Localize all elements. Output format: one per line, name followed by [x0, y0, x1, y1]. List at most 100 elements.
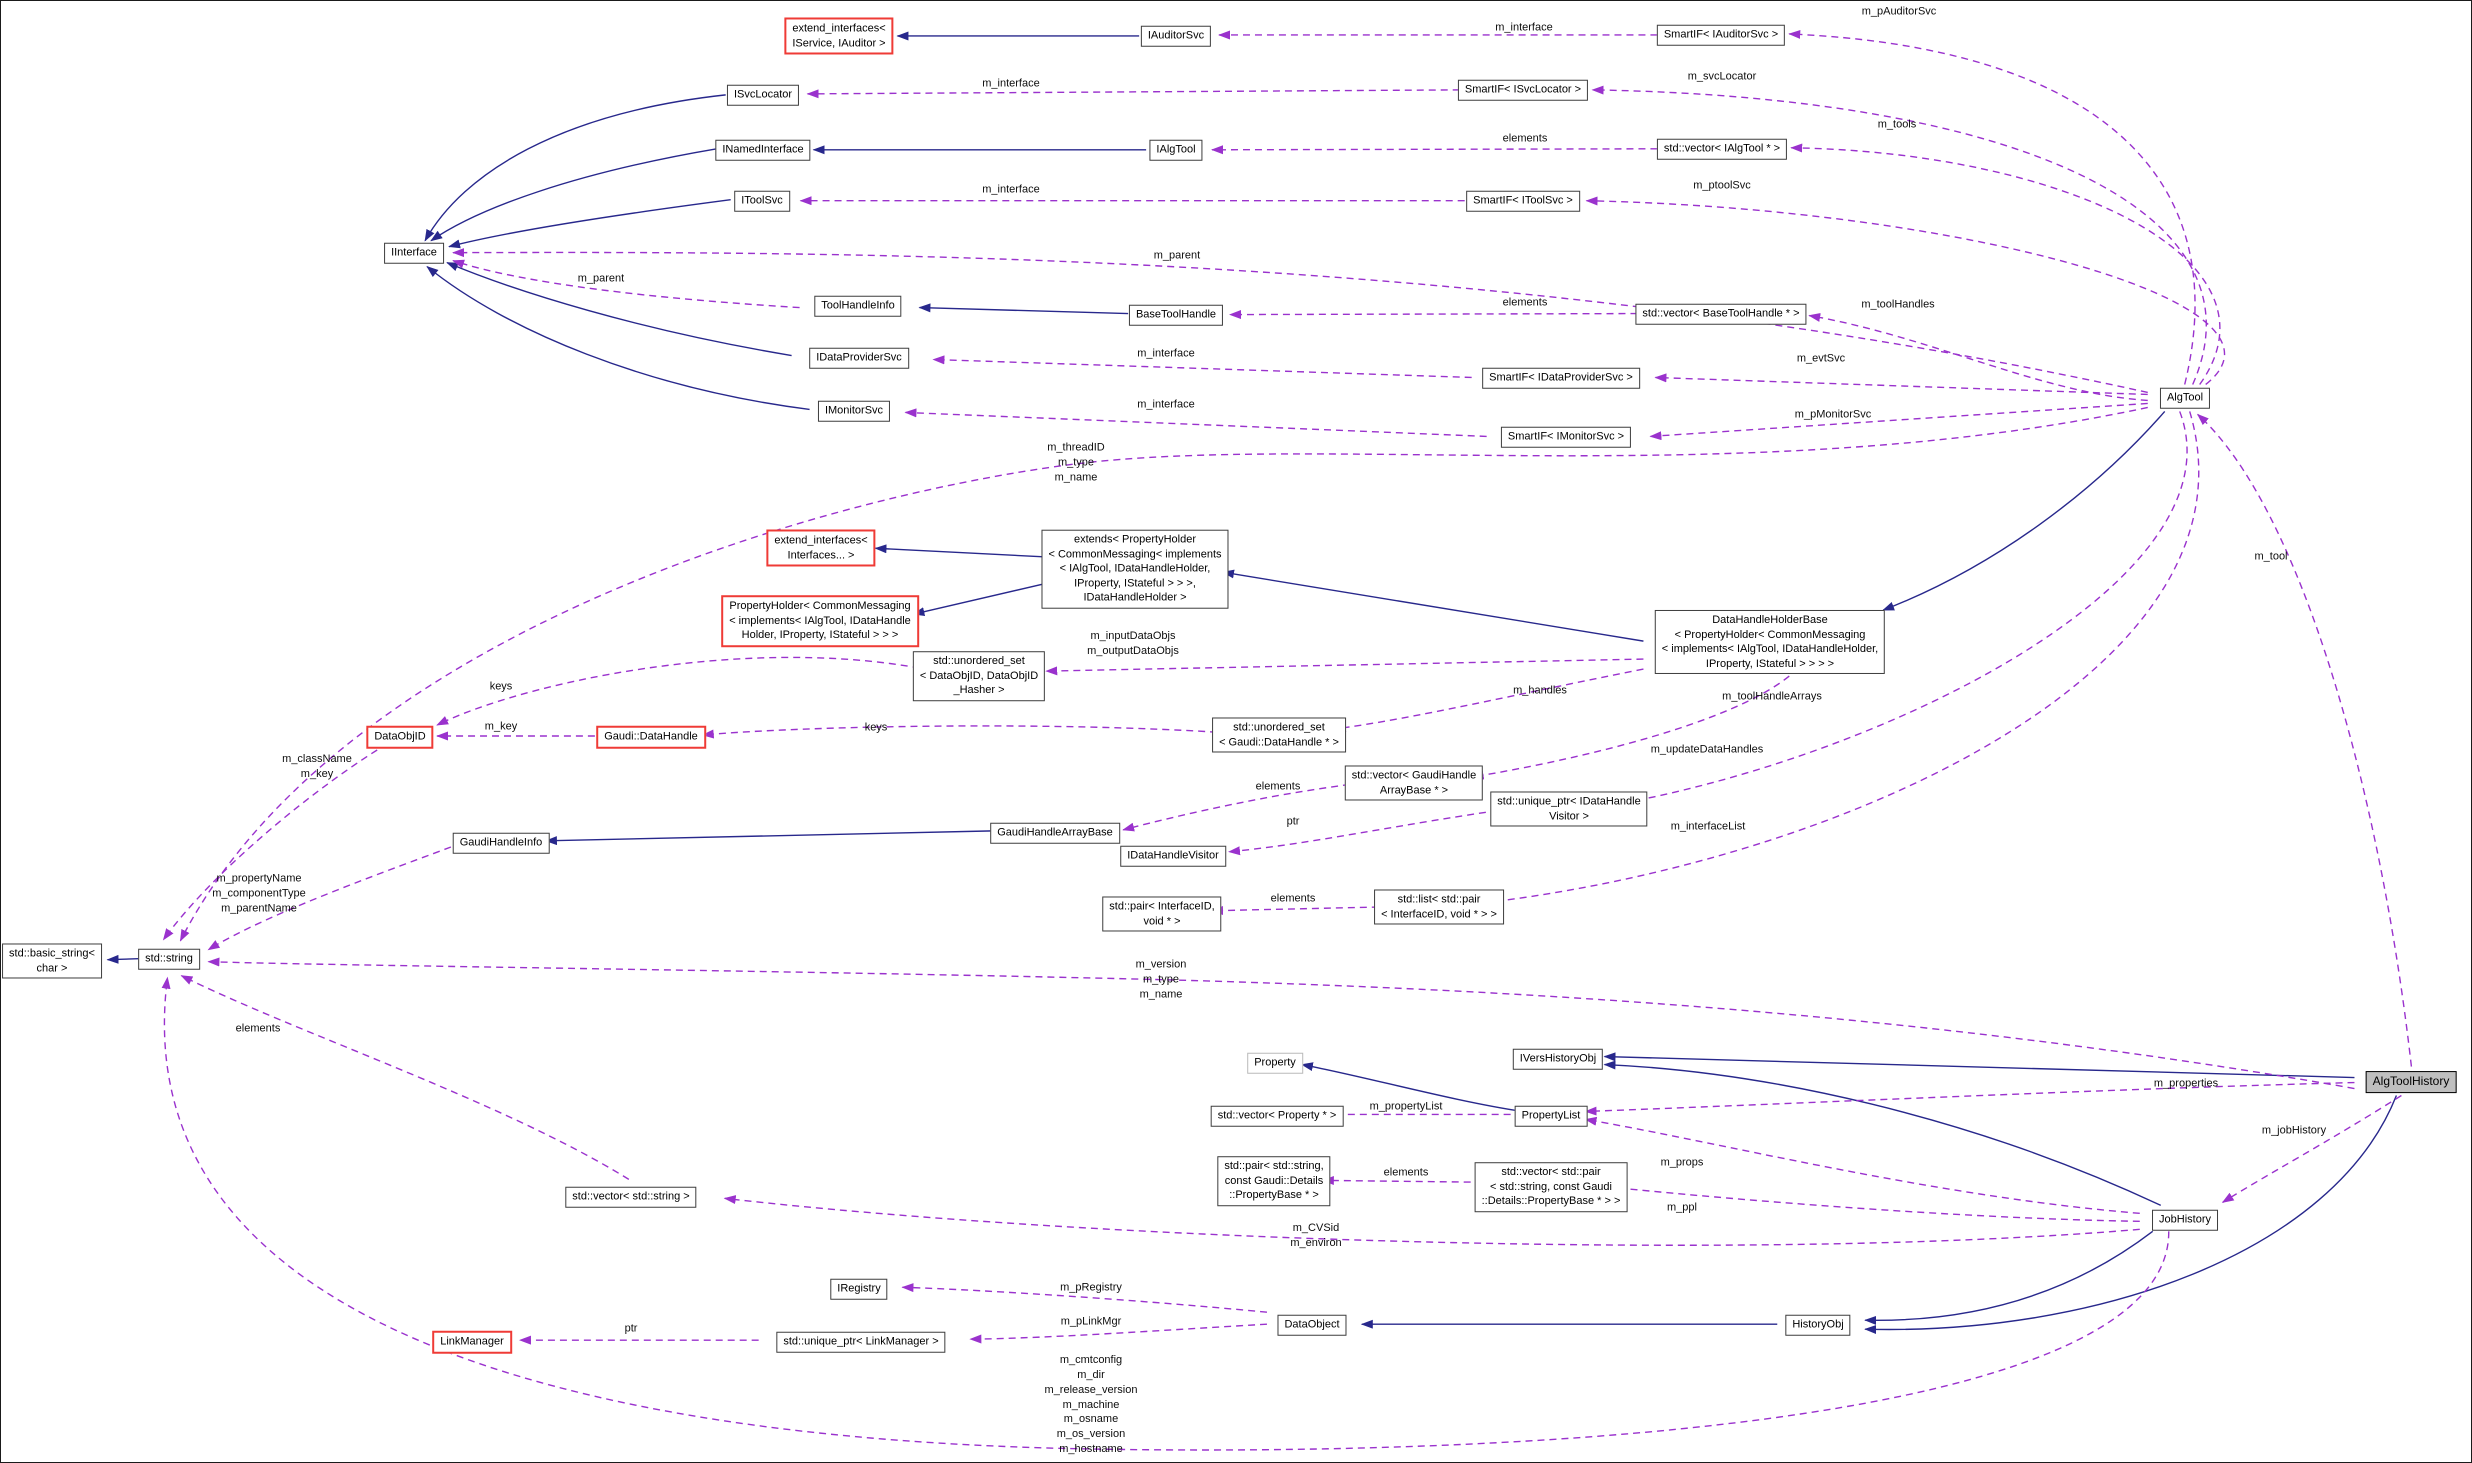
node-gaudihandleinfo[interactable]: GaudiHandleInfo — [452, 832, 550, 854]
edge-jobhistory-to-vector-pair-string-propertybase — [1611, 1184, 2140, 1223]
node-gaudi-datahandle[interactable]: Gaudi::DataHandle — [596, 725, 706, 749]
node-iregistry[interactable]: IRegistry — [830, 1278, 888, 1300]
node-algtool[interactable]: AlgTool — [2159, 387, 2211, 409]
node-list-pair-interfaceid[interactable]: std::list< std::pair < InterfaceID, void… — [1374, 889, 1504, 925]
node-vector-gaudihandlearraybase[interactable]: std::vector< GaudiHandle ArrayBase * > — [1344, 765, 1484, 801]
edge-dataobjid-to-std-string — [162, 749, 378, 941]
edge-label-jobhistory-to-std-string: m_cmtconfig m_dir m_release_version m_ma… — [1044, 1354, 1138, 1456]
edge-gaudihandlearraybase-to-gaudihandleinfo — [544, 830, 994, 846]
node-iauditorsvc[interactable]: IAuditorSvc — [1140, 25, 1212, 47]
node-pair-string-propertybase[interactable]: std::pair< std::string, const Gaudi::Det… — [1217, 1156, 1331, 1206]
edge-label-gaudihandleinfo-to-std-string: m_propertyName m_componentType m_parentN… — [212, 872, 306, 915]
edge-label-algtool-to-smartif-isvclocator: m_svcLocator — [1687, 70, 1757, 83]
edge-vector-ialgtool-to-ialgtool — [1211, 145, 1658, 155]
node-datahandleholderbase[interactable]: DataHandleHolderBase < PropertyHolder< C… — [1654, 609, 1886, 675]
edge-itoolsvc-to-iinterface — [448, 199, 731, 249]
node-uptr-idatahandlevisitor[interactable]: std::unique_ptr< IDataHandle Visitor > — [1490, 791, 1648, 827]
node-historyobj[interactable]: HistoryObj — [1785, 1314, 1851, 1336]
node-vector-pair-string-propertybase[interactable]: std::vector< std::pair < std::string, co… — [1474, 1162, 1628, 1212]
node-uset-gaudidatahandle[interactable]: std::unordered_set < Gaudi::DataHandle *… — [1212, 717, 1346, 753]
edge-label-dataobject-to-uptr-linkmanager: m_pLinkMgr — [1060, 1315, 1122, 1328]
edge-label-algtool-to-smartif-iauditorsvc: m_pAuditorSvc — [1861, 5, 1937, 18]
node-basic-string[interactable]: std::basic_string< char > — [2, 943, 102, 979]
edge-uset-dataobjid-to-dataobjid — [436, 656, 920, 726]
edge-label-algtool-to-iinterface: m_parent — [1153, 249, 1201, 262]
edge-uset-gaudidatahandle-to-gaudi-datahandle — [701, 725, 1230, 739]
edge-label-algtool-to-std-string: m_threadID m_type m_name — [1047, 441, 1105, 484]
node-smartif-itoolsvc[interactable]: SmartIF< IToolSvc > — [1466, 190, 1580, 212]
node-pair-interfaceid[interactable]: std::pair< InterfaceID, void * > — [1102, 896, 1222, 932]
edge-algtool-to-smartif-iauditorsvc — [1788, 29, 2196, 385]
edge-label-propertylist-to-vector-property: m_propertyList — [1369, 1100, 1443, 1113]
edge-algtool-to-datahandleholderbase — [1882, 410, 2166, 611]
node-smartif-iauditorsvc[interactable]: SmartIF< IAuditorSvc > — [1656, 24, 1786, 46]
edge-std-string-to-basic-string — [106, 954, 139, 964]
edge-gaudihandleinfo-to-std-string — [207, 842, 463, 951]
edge-label-jobhistory-to-propertylist: m_props — [1660, 1156, 1704, 1169]
edge-algtool-to-vector-ialgtool — [1790, 143, 2221, 385]
node-smartif-isvclocator[interactable]: SmartIF< ISvcLocator > — [1457, 79, 1589, 101]
node-algtoolhistory[interactable]: AlgToolHistory — [2365, 1071, 2457, 1093]
edge-label-algtool-to-vector-ialgtool: m_tools — [1877, 118, 1917, 131]
node-iinterface[interactable]: IInterface — [384, 242, 444, 264]
edge-datahandleholderbase-to-uset-dataobjid — [1045, 658, 1644, 676]
node-property[interactable]: Property — [1247, 1052, 1303, 1074]
node-uptr-linkmanager[interactable]: std::unique_ptr< LinkManager > — [776, 1331, 946, 1353]
edge-algtool-to-smartif-itoolsvc — [1585, 196, 2226, 386]
node-inamedinterface[interactable]: INamedInterface — [715, 139, 811, 161]
edge-datahandleholderbase-to-uset-gaudidatahandle — [1333, 668, 1644, 733]
edge-dataobject-to-iregistry — [901, 1283, 1268, 1313]
node-basetoolhandle[interactable]: BaseToolHandle — [1128, 304, 1224, 326]
node-smartif-imonitorsvc[interactable]: SmartIF< IMonitorSvc > — [1500, 426, 1632, 448]
edge-algtool-to-vector-basetoolhandle — [1808, 313, 2148, 402]
edge-algtool-to-smartif-imonitorsvc — [1649, 402, 2148, 441]
node-propertyholder[interactable]: PropertyHolder< CommonMessaging < implem… — [721, 595, 919, 647]
node-linkmanager[interactable]: LinkManager — [432, 1330, 512, 1354]
node-vector-basetoolhandle[interactable]: std::vector< BaseToolHandle * > — [1635, 303, 1807, 325]
edge-label-jobhistory-to-vector-pair-string-propertybase: m_ppl — [1667, 1201, 1697, 1214]
node-dataobject[interactable]: DataObject — [1277, 1314, 1347, 1336]
edge-imonitorsvc-to-iinterface — [426, 266, 810, 411]
node-vector-string[interactable]: std::vector< std::string > — [565, 1186, 697, 1208]
edge-dataobject-to-uptr-linkmanager — [969, 1323, 1267, 1344]
edge-inamedinterface-to-iinterface — [430, 148, 717, 242]
edge-label-algtoolhistory-to-jobhistory: m_jobHistory — [2261, 1124, 2327, 1137]
edge-idataprovidersvc-to-iinterface — [446, 261, 792, 357]
node-dataobjid[interactable]: DataObjID — [366, 725, 434, 749]
node-ext-svc-auditor[interactable]: extend_interfaces< IService, IAuditor > — [784, 17, 894, 55]
node-extends-ph[interactable]: extends< PropertyHolder < CommonMessagin… — [1041, 529, 1229, 609]
edge-label-dataobjid-to-std-string: m_className m_key — [282, 753, 352, 780]
node-ialgtool[interactable]: IAlgTool — [1149, 139, 1203, 161]
edge-basetoolhandle-to-toolhandleinfo — [918, 303, 1129, 315]
node-vector-ialgtool[interactable]: std::vector< IAlgTool * > — [1656, 138, 1788, 160]
edge-label-algtool-to-smartif-idataprovidersvc: m_evtSvc — [1796, 352, 1846, 365]
node-ext-interfaces[interactable]: extend_interfaces< Interfaces... > — [766, 529, 876, 567]
node-uset-dataobjid[interactable]: std::unordered_set < DataObjID, DataObjI… — [912, 651, 1046, 701]
edge-label-algtool-to-vector-basetoolhandle: m_toolHandles — [1861, 298, 1935, 311]
edge-algtool-to-smartif-idataprovidersvc — [1654, 373, 2148, 396]
edge-uptr-idatahandlevisitor-to-idatahandlevisitor — [1228, 808, 1510, 856]
node-propertylist[interactable]: PropertyList — [1514, 1105, 1588, 1127]
node-ivershistoryobj[interactable]: IVersHistoryObj — [1512, 1048, 1604, 1070]
node-jobhistory[interactable]: JobHistory — [2152, 1209, 2218, 1231]
node-isvclocator[interactable]: ISvcLocator — [726, 84, 800, 106]
node-vector-property[interactable]: std::vector< Property * > — [1210, 1105, 1344, 1127]
node-toolhandleinfo[interactable]: ToolHandleInfo — [814, 295, 902, 317]
node-std-string[interactable]: std::string — [138, 948, 200, 970]
node-idataprovidersvc[interactable]: IDataProviderSvc — [809, 347, 909, 369]
edge-algtoolhistory-to-algtool — [2196, 413, 2413, 1067]
edge-algtoolhistory-to-jobhistory — [2221, 1094, 2402, 1203]
node-idatahandlevisitor[interactable]: IDataHandleVisitor — [1120, 845, 1226, 867]
edge-label-uset-dataobjid-to-dataobjid: keys — [489, 680, 513, 693]
node-itoolsvc[interactable]: IToolSvc — [734, 190, 790, 212]
node-smartif-idataprovidersvc[interactable]: SmartIF< IDataProviderSvc > — [1482, 367, 1640, 389]
edge-label-uset-gaudidatahandle-to-gaudi-datahandle: keys — [864, 721, 888, 734]
edge-label-smartif-isvclocator-to-isvclocator: m_interface — [982, 77, 1040, 90]
node-imonitorsvc[interactable]: IMonitorSvc — [817, 400, 891, 422]
node-gaudihandlearraybase[interactable]: GaudiHandleArrayBase — [990, 822, 1120, 844]
edge-isvclocator-to-iinterface — [424, 94, 726, 242]
edge-algtool-to-smartif-isvclocator — [1591, 85, 2207, 385]
edge-toolhandleinfo-to-iinterface — [452, 259, 800, 309]
edge-jobhistory-to-std-string — [161, 976, 2170, 1451]
edge-label-dataobject-to-iregistry: m_pRegistry — [1060, 1281, 1122, 1294]
